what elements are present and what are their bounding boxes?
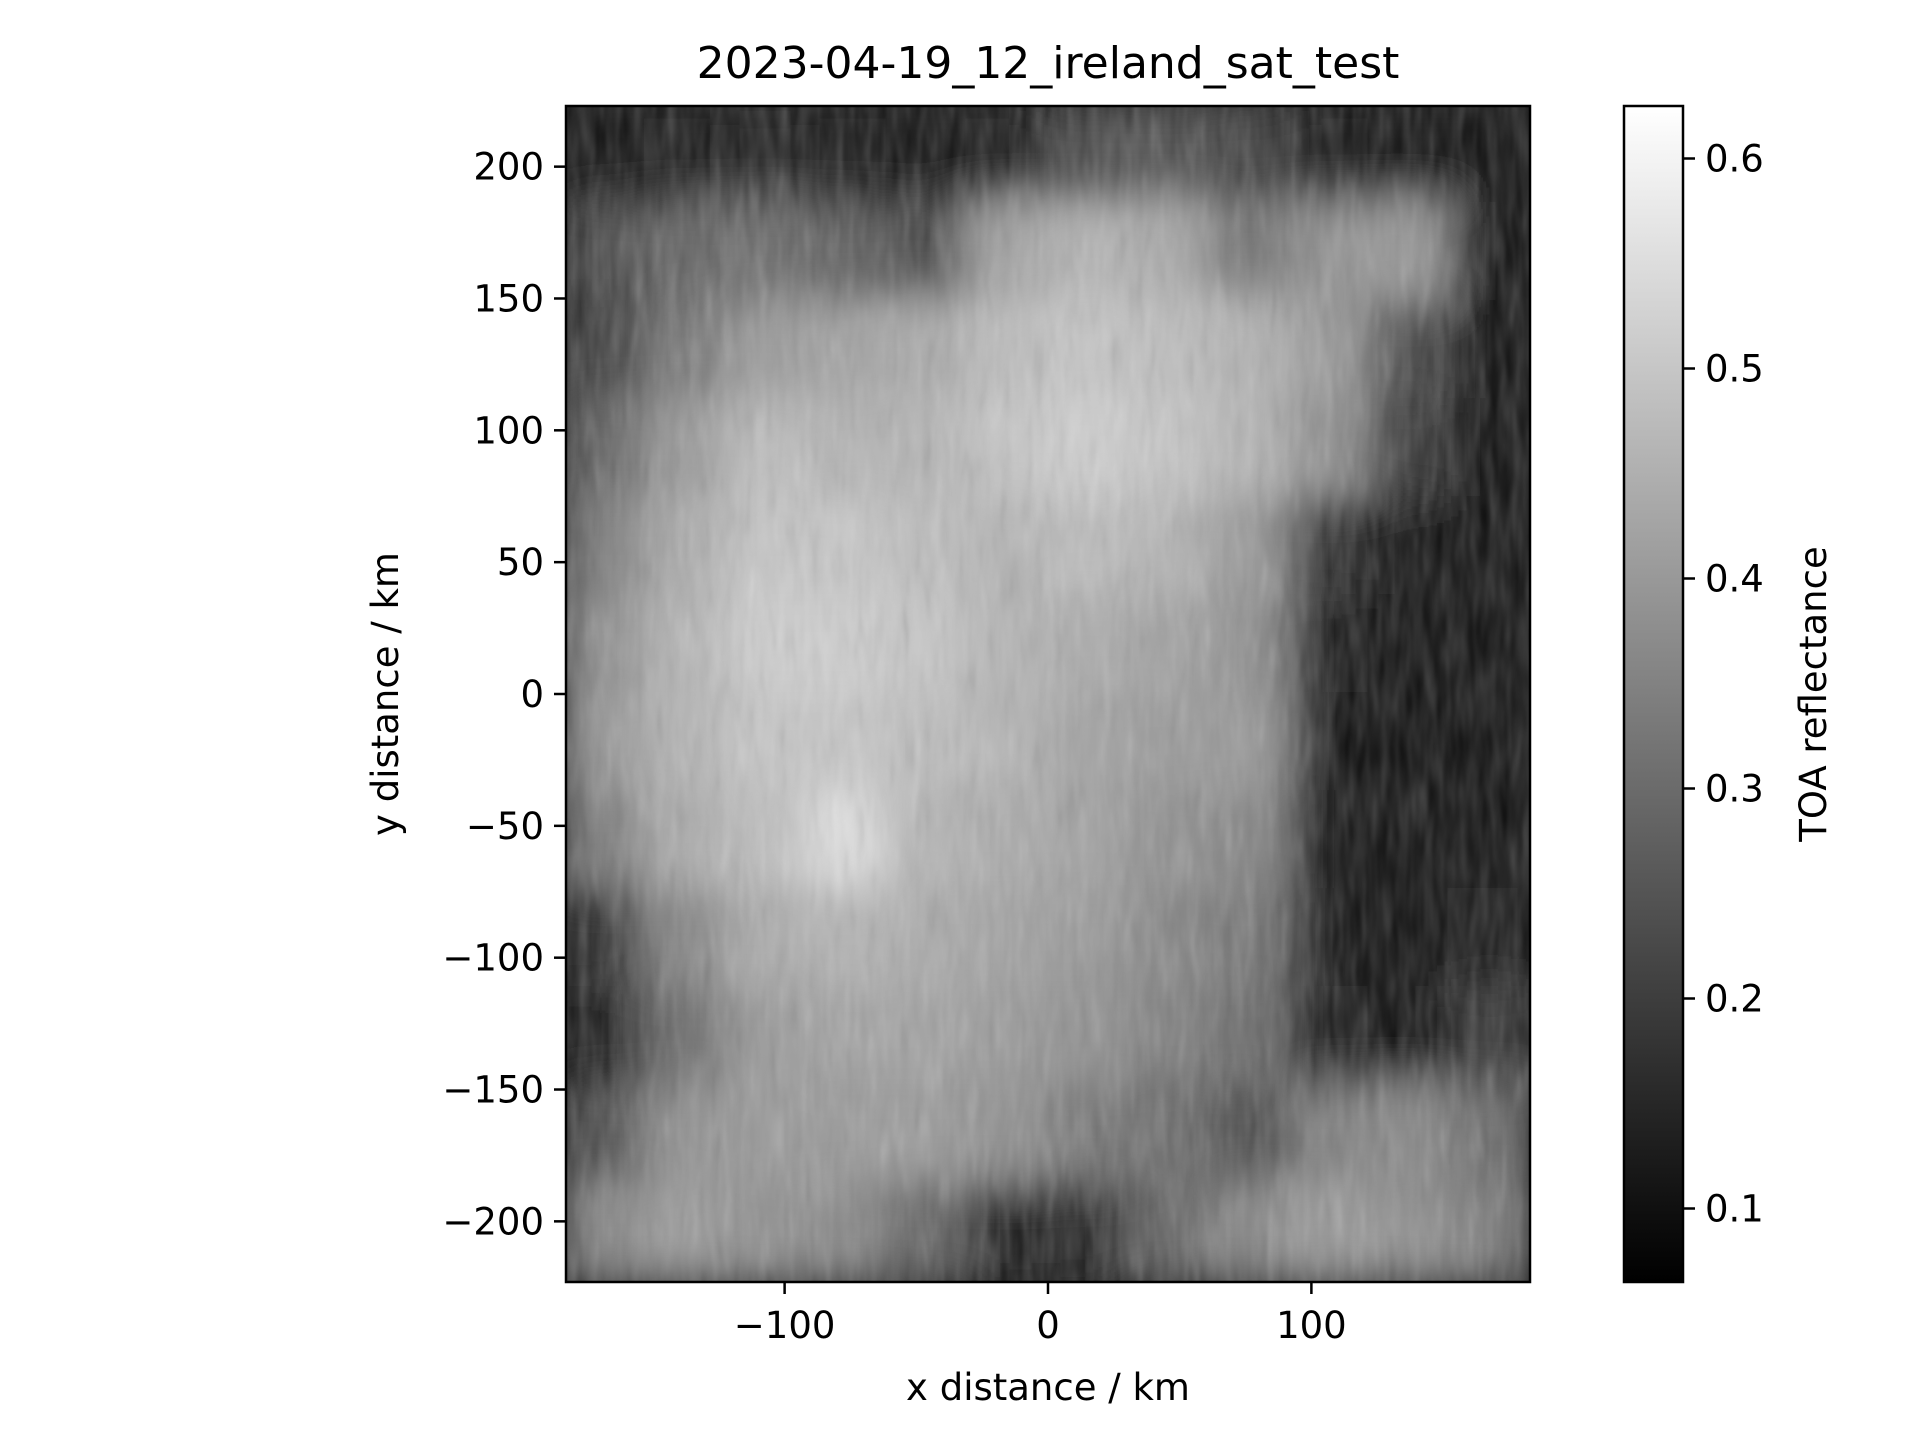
y-tick-label: −150 [442, 1069, 544, 1112]
colorbar-frame [1622, 104, 1685, 1284]
y-tick-label: 0 [520, 673, 544, 716]
colorbar-label: TOA reflectance [1792, 546, 1835, 842]
colorbar-tick-label: 0.3 [1705, 768, 1764, 811]
x-tick-label: 0 [1036, 1304, 1060, 1347]
colorbar-ticks: 0.1 0.2 0.3 0.4 0.5 0.6 [1683, 138, 1764, 1231]
plot-area [566, 106, 1530, 1282]
x-axis: −100 0 100 [734, 1282, 1347, 1347]
y-axis-label: y distance / km [364, 552, 407, 836]
x-axis-label: x distance / km [906, 1366, 1190, 1409]
x-tick-label: 100 [1276, 1304, 1347, 1347]
y-tick-label: 200 [473, 146, 544, 189]
colorbar-tick-label: 0.1 [1705, 1188, 1764, 1231]
colorbar-tick-label: 0.4 [1705, 558, 1764, 601]
cloud-texture [566, 106, 1530, 1282]
chart-title: 2023-04-19_12_ireland_sat_test [697, 38, 1400, 89]
y-axis: 200 150 100 50 0 −50 −100 −150 −200 [442, 146, 566, 1243]
y-tick-label: 50 [497, 541, 544, 584]
x-tick-label: −100 [734, 1304, 836, 1347]
y-tick-label: −50 [466, 805, 544, 848]
y-tick-label: −200 [442, 1200, 544, 1243]
colorbar-bar [1624, 106, 1683, 1282]
colorbar: 0.1 0.2 0.3 0.4 0.5 0.6 TOA reflectance [1622, 104, 1835, 1284]
colorbar-tick-label: 0.5 [1705, 348, 1764, 391]
colorbar-tick-label: 0.6 [1705, 138, 1764, 181]
colorbar-tick-label: 0.2 [1705, 978, 1764, 1021]
y-tick-label: 100 [473, 409, 544, 452]
y-tick-label: −100 [442, 937, 544, 980]
y-tick-label: 150 [473, 277, 544, 320]
